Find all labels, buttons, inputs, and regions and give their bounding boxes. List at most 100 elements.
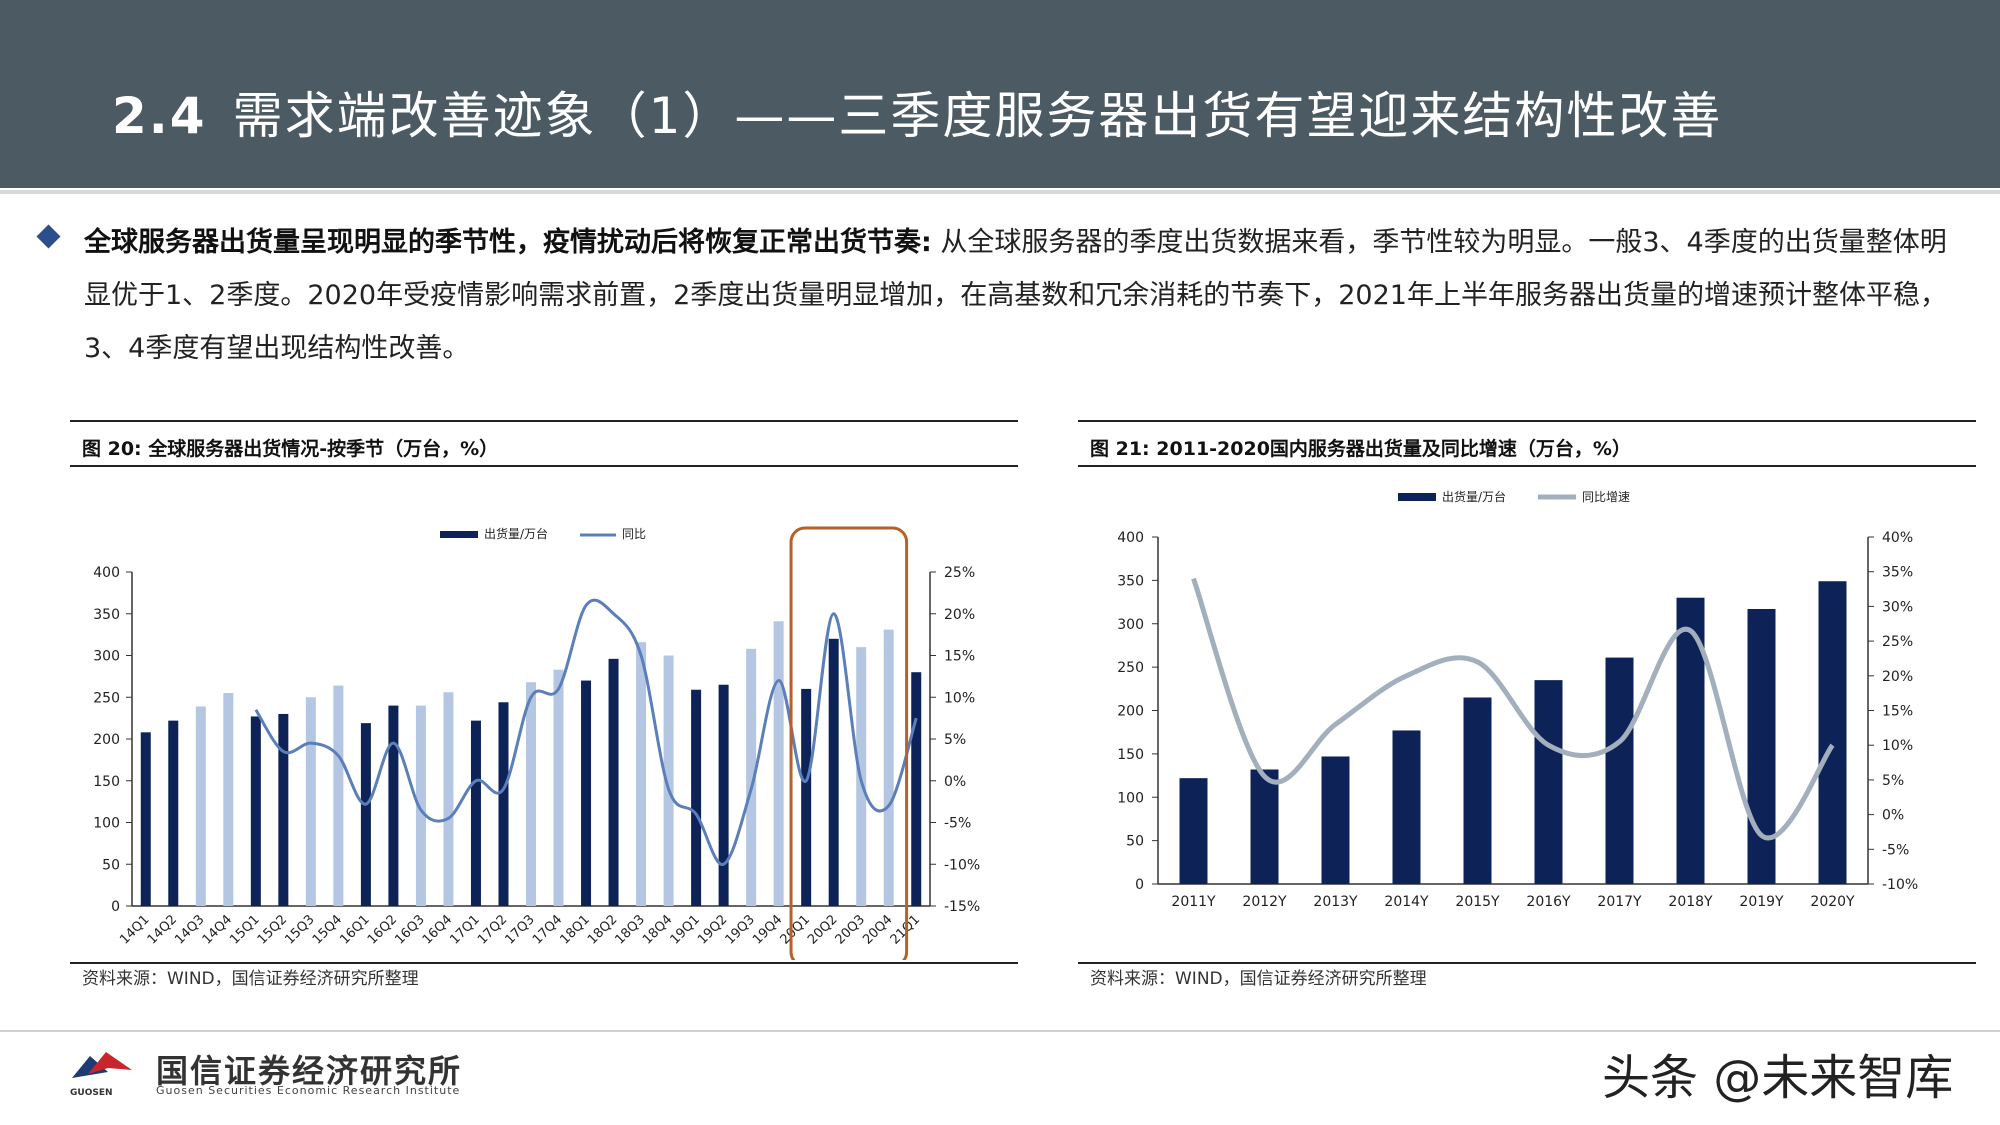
bar-15q2	[278, 713, 289, 906]
left-tick-label: 0	[1135, 877, 1144, 893]
x-tick-label: 14Q3	[172, 912, 207, 947]
logo-en-name: Guosen Securities Economic Research Inst…	[156, 1084, 461, 1097]
bar-16q3	[415, 705, 426, 906]
company-logo: GUOSEN 国信证券经济研究所 Guosen Securities Econo…	[68, 1046, 488, 1098]
left-tick-label: 150	[1117, 747, 1144, 763]
right-tick-label: 0%	[944, 774, 966, 790]
chart-title-rule	[1078, 465, 1976, 467]
chart-plot: 0 50 100 150 200 250 300 350 400 -10% -5% 0% 5% 10% 15…	[1117, 489, 1918, 910]
bar-2014y	[1392, 730, 1421, 884]
x-tick-label: 2020Y	[1810, 894, 1855, 910]
bar-2020y	[1818, 581, 1847, 884]
x-tick-label: 14Q1	[117, 912, 152, 947]
bar-2011y	[1179, 778, 1208, 884]
bar-19q4	[773, 621, 784, 906]
logo-brand: GUOSEN	[70, 1088, 113, 1098]
bar-20q1	[801, 688, 812, 906]
right-tick-label: 40%	[1882, 530, 1913, 546]
left-tick-label: 250	[1117, 660, 1144, 676]
figure-label: 图 20:	[82, 438, 142, 460]
chart-domestic-annual: 图 21: 2011-2020国内服务器出货量及同比增速（万台，%） 0 50 10…	[1078, 420, 1976, 989]
legend-line-label: 同比	[622, 527, 646, 541]
guosen-logo-icon	[72, 1052, 132, 1078]
chart-plot: 0 50 100 150 200 250 300 350 400 -15% -10% -5% 0% 5% 1…	[93, 526, 980, 960]
bar-16q1	[360, 723, 371, 906]
x-tick-label: 19Q2	[695, 912, 730, 947]
chart-title-rule	[70, 465, 1018, 467]
figure-title: 2011-2020国内服务器出货量及同比增速（万台，%）	[1156, 438, 1631, 460]
logo-cn-name: 国信证券经济研究所	[156, 1052, 463, 1090]
left-tick-label: 150	[93, 774, 120, 790]
bar-19q3	[746, 648, 757, 906]
left-tick-label: 100	[93, 816, 120, 832]
x-tick-label: 17Q4	[530, 912, 565, 947]
bar-2017y	[1605, 657, 1634, 884]
right-tick-label: 20%	[1882, 669, 1913, 685]
right-tick-label: -10%	[944, 857, 980, 873]
bar-20q4	[883, 629, 894, 906]
x-tick-label: 2012Y	[1242, 894, 1287, 910]
x-tick-label: 14Q2	[145, 912, 180, 947]
bar-2015y	[1463, 697, 1492, 884]
left-tick-label: 350	[1117, 573, 1144, 589]
bar-17q1	[470, 720, 481, 906]
x-tick-label: 15Q4	[310, 912, 345, 947]
x-tick-label: 19Q4	[750, 912, 785, 947]
bar-2019y	[1747, 609, 1776, 884]
bar-14q1	[140, 732, 151, 906]
right-tick-label: 35%	[1882, 565, 1913, 581]
right-tick-label: 5%	[1882, 773, 1904, 789]
figure-title: 全球服务器出货情况-按季节（万台，%）	[148, 438, 499, 460]
bar-2013y	[1321, 756, 1350, 884]
x-tick-label: 2013Y	[1313, 894, 1358, 910]
bar-15q3	[305, 697, 316, 906]
summary-paragraph: 全球服务器出货量呈现明显的季节性，疫情扰动后将恢复正常出货节奏: 从全球服务器的…	[84, 216, 1964, 375]
left-tick-label: 300	[1117, 617, 1144, 633]
bar-17q4	[553, 669, 564, 906]
left-tick-label: 300	[93, 649, 120, 665]
bar-14q2	[168, 720, 179, 906]
x-tick-label: 18Q4	[640, 912, 675, 947]
chart-source: 资料来源：WIND，国信证券经济研究所整理	[1090, 969, 1427, 989]
chart-title: 图 21: 2011-2020国内服务器出货量及同比增速（万台，%）	[1090, 434, 1631, 461]
chart-source: 资料来源：WIND，国信证券经济研究所整理	[82, 969, 419, 989]
summary-body: 从全球服务器的季度出货数据来看，季节性较为明显。一般3、4季度的出货量整体明显优…	[84, 227, 1947, 364]
bar-19q1	[691, 689, 702, 906]
x-tick-label: 2017Y	[1597, 894, 1642, 910]
page-title: 2.4 需求端改善迹象（1）——三季度服务器出货有望迎来结构性改善	[112, 76, 1722, 148]
left-tick-label: 400	[93, 565, 120, 581]
bar-18q1	[581, 680, 592, 906]
bar-14q3	[195, 706, 206, 906]
x-tick-label: 14Q4	[200, 912, 235, 947]
bar-14q4	[223, 693, 234, 906]
bar-17q2	[498, 702, 509, 906]
x-tick-label: 16Q3	[392, 912, 427, 947]
footer-rule	[0, 1030, 2000, 1032]
x-tick-label: 18Q1	[557, 912, 592, 947]
right-tick-label: 0%	[1882, 808, 1904, 824]
left-tick-label: 100	[1117, 790, 1144, 806]
chart-top-rule	[1078, 420, 1976, 422]
x-tick-label: 15Q1	[227, 912, 262, 947]
right-tick-label: -5%	[1882, 842, 1909, 858]
legend-line-label: 同比增速	[1582, 490, 1630, 504]
bar-18q3	[636, 642, 647, 906]
bar-2012y	[1250, 769, 1279, 884]
left-tick-label: 200	[1117, 704, 1144, 720]
right-tick-label: 5%	[944, 732, 966, 748]
x-tick-label: 15Q3	[282, 912, 317, 947]
x-tick-label: 19Q1	[668, 912, 703, 947]
x-tick-label: 2014Y	[1384, 894, 1429, 910]
right-tick-label: 15%	[1882, 704, 1913, 720]
right-tick-label: 25%	[944, 565, 975, 581]
x-tick-label: 17Q1	[447, 912, 482, 947]
bar-15q4	[333, 685, 344, 906]
summary-lead: 全球服务器出货量呈现明显的季节性，疫情扰动后将恢复正常出货节奏:	[84, 227, 932, 258]
left-tick-label: 50	[1126, 834, 1144, 850]
yoy-line	[254, 598, 918, 866]
highlight-box	[789, 526, 909, 960]
bar-2016y	[1534, 680, 1563, 884]
section-number: 2.4	[112, 87, 207, 145]
x-tick-label: 20Q3	[833, 912, 868, 947]
section-title: 需求端改善迹象（1）——三季度服务器出货有望迎来结构性改善	[232, 87, 1723, 145]
